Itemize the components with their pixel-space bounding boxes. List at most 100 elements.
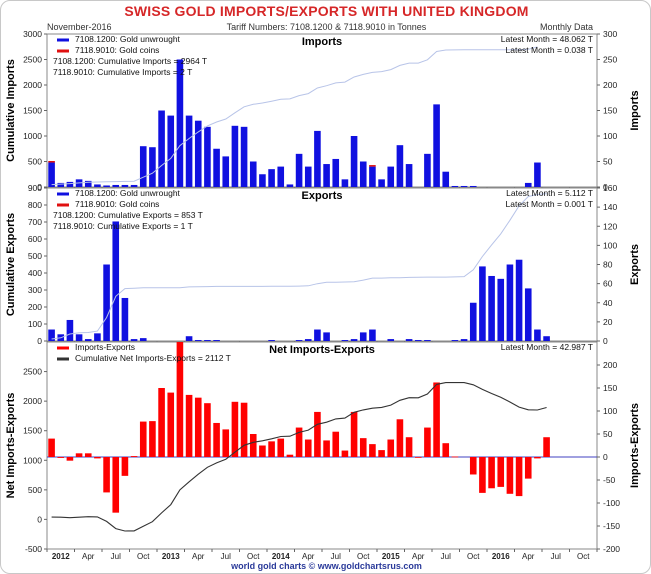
bar xyxy=(295,153,303,187)
bar xyxy=(112,457,120,513)
panel-frame xyxy=(46,187,598,342)
bar xyxy=(543,336,550,341)
bar xyxy=(524,182,532,187)
left-tick-label: 100 xyxy=(28,319,42,329)
bar xyxy=(213,422,220,457)
bar xyxy=(66,457,74,461)
right-tick-label: 0 xyxy=(603,452,608,462)
bar xyxy=(103,185,110,187)
bar xyxy=(139,146,147,187)
x-tick-label: Jul xyxy=(111,552,121,561)
x-tick-label: 2012 xyxy=(52,552,70,561)
panel-frame xyxy=(46,341,598,550)
bar xyxy=(460,185,468,187)
bar xyxy=(405,437,413,457)
right-tick-label: 0 xyxy=(603,182,608,192)
bar xyxy=(314,329,321,341)
bar xyxy=(185,394,193,457)
bar xyxy=(194,340,202,341)
bar xyxy=(378,450,385,457)
left-tick-label: 500 xyxy=(28,251,42,261)
right-tick-label: -50 xyxy=(603,475,616,485)
bar xyxy=(130,339,138,341)
bar xyxy=(396,145,404,187)
bar xyxy=(424,340,431,341)
left-tick-label: 2500 xyxy=(23,367,42,377)
legend-swatch xyxy=(57,192,69,196)
chart-footer: world gold charts © www.goldchartsrus.co… xyxy=(231,561,422,571)
bar xyxy=(222,156,230,187)
bar xyxy=(488,275,495,341)
bar xyxy=(451,340,459,341)
bar xyxy=(231,125,239,187)
left-tick-label: 1000 xyxy=(23,131,42,141)
x-tick-label: Jul xyxy=(221,552,231,561)
latest-month-label: Latest Month = 48.062 T xyxy=(501,34,593,44)
bar xyxy=(240,402,248,457)
bar xyxy=(194,397,202,457)
right-tick-label: 100 xyxy=(603,406,617,416)
latest-month-label: Latest Month = 0.038 T xyxy=(506,45,594,55)
header-date: November-2016 xyxy=(47,22,112,32)
bar xyxy=(442,171,450,187)
bar xyxy=(213,340,220,341)
bar xyxy=(405,339,413,341)
bar xyxy=(75,334,83,341)
bar xyxy=(158,110,165,187)
legend-label: 7118.9010: Gold coins xyxy=(75,45,159,55)
x-tick-label: 2014 xyxy=(272,552,290,561)
left-tick-label: 500 xyxy=(28,157,42,167)
bar xyxy=(350,411,358,457)
cumulative-line xyxy=(51,46,538,186)
bar xyxy=(48,438,55,457)
right-tick-label: 250 xyxy=(603,55,617,65)
left-tick-label: 300 xyxy=(28,285,42,295)
bar xyxy=(204,340,211,341)
bar xyxy=(222,429,230,457)
bar xyxy=(424,427,431,457)
bar xyxy=(167,392,175,457)
right-tick-label: 50 xyxy=(603,429,613,439)
x-tick-label: Jul xyxy=(551,552,561,561)
bar xyxy=(451,185,459,187)
right-axis-title: Imports-Exports xyxy=(629,403,641,488)
bar xyxy=(332,431,340,457)
bar xyxy=(103,264,110,341)
bar xyxy=(396,419,404,457)
bar xyxy=(506,264,514,341)
bar xyxy=(268,340,275,341)
bar xyxy=(350,339,358,341)
bar xyxy=(286,184,294,187)
left-tick-label: 1000 xyxy=(23,455,42,465)
bar xyxy=(121,457,129,476)
x-tick-label: Apr xyxy=(302,552,315,561)
legend-label: 7118.9010: Cumulative Exports = 1 T xyxy=(53,221,193,231)
right-tick-label: 20 xyxy=(603,317,613,327)
coin-bar xyxy=(48,160,55,163)
latest-month-label: Latest Month = 5.112 T xyxy=(506,188,593,198)
coin-bar xyxy=(369,165,376,167)
bar xyxy=(451,456,459,458)
legend-label: 7118.9010: Gold coins xyxy=(75,199,159,209)
left-tick-label: -500 xyxy=(25,544,42,554)
bar xyxy=(268,169,275,187)
legend-label: Imports-Exports xyxy=(75,342,135,352)
right-tick-label: -100 xyxy=(603,498,620,508)
bar xyxy=(194,120,202,187)
bar xyxy=(387,339,395,341)
left-tick-label: 0 xyxy=(37,514,42,524)
x-tick-label: Apr xyxy=(412,552,425,561)
bar xyxy=(534,329,541,341)
bar xyxy=(259,445,266,457)
left-tick-label: 2000 xyxy=(23,80,42,90)
bar xyxy=(323,440,330,457)
left-tick-label: 2500 xyxy=(23,55,42,65)
legend-swatch xyxy=(57,38,69,42)
bar xyxy=(378,179,385,187)
cumulative-line xyxy=(51,193,547,340)
bar xyxy=(543,437,550,457)
bar xyxy=(268,441,275,457)
bar xyxy=(57,457,65,458)
bar xyxy=(259,174,266,187)
